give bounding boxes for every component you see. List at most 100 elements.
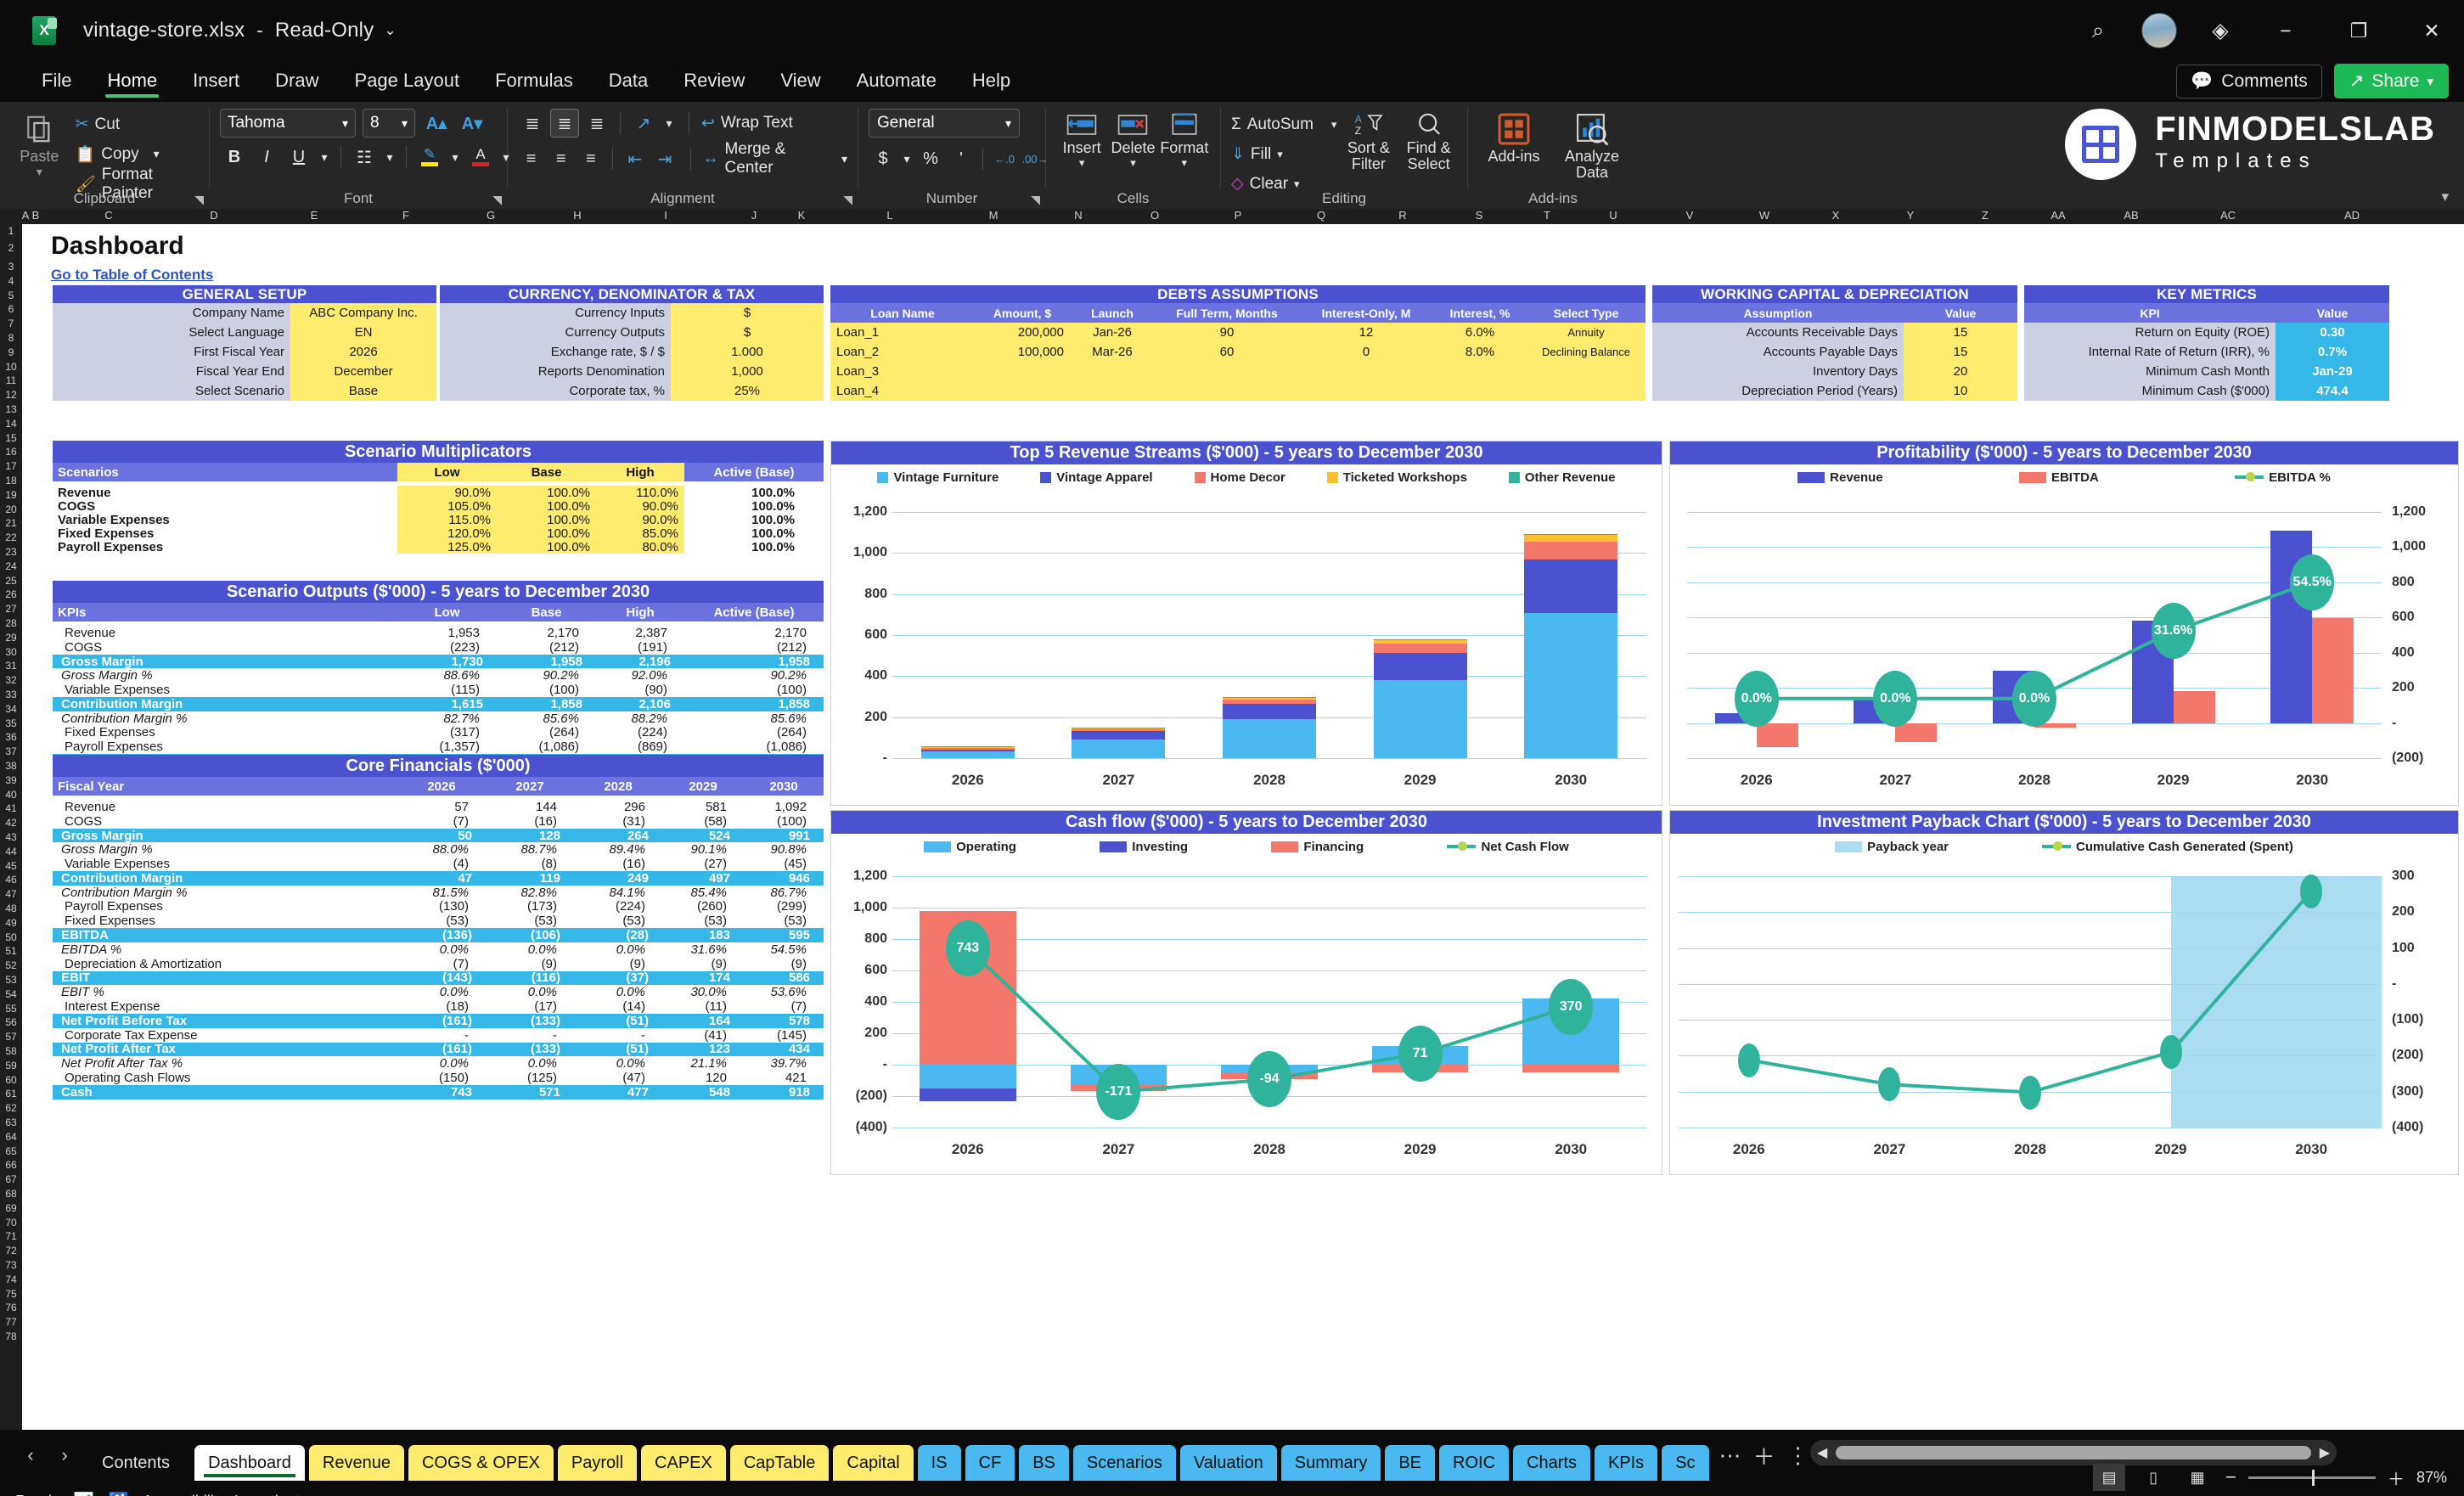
cell-interest-only[interactable]: 12	[1299, 323, 1433, 342]
font-dialog-launcher[interactable]: ◥	[492, 193, 502, 206]
row-header-40[interactable]: 40	[5, 788, 17, 801]
sheet-tab-be[interactable]: BE	[1385, 1445, 1436, 1481]
autosum-button[interactable]: Σ AutoSum ▾	[1231, 110, 1336, 138]
column-header-P[interactable]: P	[1234, 209, 1242, 222]
cell-interest[interactable]: 8.0%	[1433, 342, 1527, 362]
fill-color-button[interactable]: ✎	[415, 143, 444, 172]
cell-select-type[interactable]: Annuity	[1527, 323, 1645, 342]
row-value[interactable]: EN	[290, 323, 436, 342]
cell-launch[interactable]	[1070, 381, 1155, 401]
cell-low[interactable]: 120.0%	[397, 526, 497, 541]
row-header-50[interactable]: 50	[5, 931, 17, 943]
row-header-74[interactable]: 74	[5, 1273, 17, 1285]
font-color-chevron-down-icon[interactable]: ▾	[503, 149, 509, 164]
zoom-in-button[interactable]: ＋	[2387, 1470, 2405, 1489]
cell-interest-only[interactable]	[1299, 381, 1433, 401]
row-header-7[interactable]: 7	[8, 318, 14, 330]
sheet-tab-cf[interactable]: CF	[965, 1445, 1015, 1481]
cell-loan-name[interactable]: Loan_2	[830, 342, 975, 362]
cell-interest-only[interactable]	[1299, 362, 1433, 381]
row-header-42[interactable]: 42	[5, 817, 17, 830]
row-header-24[interactable]: 24	[5, 560, 17, 572]
cell-base[interactable]: 100.0%	[497, 513, 596, 527]
cell-high[interactable]: 90.0%	[596, 499, 684, 514]
scrollbar-thumb[interactable]	[1836, 1446, 2311, 1459]
format-painter-button[interactable]: 🖌 Format Painter	[76, 166, 199, 202]
row-header-13[interactable]: 13	[5, 403, 17, 415]
tab-data[interactable]: Data	[608, 70, 649, 91]
row-header-28[interactable]: 28	[5, 617, 17, 629]
cell-full-term[interactable]: 60	[1155, 342, 1299, 362]
underline-chevron-down-icon[interactable]: ▾	[321, 149, 328, 164]
cell-high[interactable]: 110.0%	[596, 486, 684, 500]
cell-low[interactable]: 115.0%	[397, 513, 497, 527]
align-center-button[interactable]: ≡	[555, 149, 566, 168]
row-header-5[interactable]: 5	[8, 289, 14, 301]
row-header-23[interactable]: 23	[5, 546, 17, 558]
row-header-72[interactable]: 72	[5, 1245, 17, 1257]
decrease-font-size-button[interactable]: A▾	[461, 114, 483, 133]
row-value[interactable]: December	[290, 362, 436, 381]
row-header-35[interactable]: 35	[5, 717, 17, 729]
row-header-75[interactable]: 75	[5, 1287, 17, 1300]
column-header-C[interactable]: C	[104, 209, 113, 222]
row-header-62[interactable]: 62	[5, 1102, 17, 1115]
comma-format-button[interactable]: '	[947, 144, 976, 173]
addins-button[interactable]: Add-ins	[1478, 109, 1550, 165]
row-header-38[interactable]: 38	[5, 760, 17, 772]
accessibility-label[interactable]: Accessibility: Investigate	[143, 1493, 308, 1496]
row-header-12[interactable]: 12	[5, 389, 17, 402]
diamond-icon[interactable]: ◈	[2212, 19, 2229, 42]
align-middle-button[interactable]: ≣	[550, 109, 579, 138]
column-header-J[interactable]: J	[751, 209, 757, 222]
column-header-AB[interactable]: AB	[2124, 209, 2139, 222]
row-header-45[interactable]: 45	[5, 859, 17, 872]
row-header-15[interactable]: 15	[5, 431, 17, 444]
tab-file[interactable]: File	[42, 70, 72, 91]
column-header-W[interactable]: W	[1758, 209, 1770, 222]
row-header-54[interactable]: 54	[5, 987, 17, 1000]
row-value[interactable]: $	[671, 323, 824, 342]
normal-view-button[interactable]: ▤	[2093, 1464, 2126, 1491]
zoom-out-button[interactable]: −	[2225, 1466, 2236, 1488]
font-size-select[interactable]: 8 ▾	[363, 109, 415, 138]
sheet-tab-contents[interactable]: Contents	[102, 1453, 171, 1472]
column-header-AC[interactable]: AC	[2219, 209, 2236, 222]
row-header-37[interactable]: 37	[5, 745, 17, 758]
cell-loan-name[interactable]: Loan_3	[830, 362, 975, 381]
row-value[interactable]: 20	[1904, 362, 2017, 381]
row-header-4[interactable]: 4	[8, 274, 14, 287]
sheet-tab-revenue[interactable]: Revenue	[308, 1445, 404, 1481]
page-break-view-button[interactable]: ▦	[2190, 1468, 2205, 1486]
add-sheet-button[interactable]: ＋	[1752, 1443, 1775, 1470]
paste-button[interactable]: Paste ▾	[10, 109, 69, 179]
tab-view[interactable]: View	[780, 70, 821, 91]
row-header-60[interactable]: 60	[5, 1073, 17, 1086]
cell-base[interactable]: 100.0%	[497, 499, 596, 514]
row-header-78[interactable]: 78	[5, 1330, 17, 1342]
decrease-decimal-button[interactable]: .00→	[1021, 152, 1049, 166]
title-chevron-down-icon[interactable]: ⌄	[384, 22, 397, 38]
number-dialog-launcher[interactable]: ◥	[1031, 193, 1040, 206]
tab-insert[interactable]: Insert	[193, 70, 240, 91]
column-header-N[interactable]: N	[1074, 209, 1083, 222]
row-header-73[interactable]: 73	[5, 1259, 17, 1271]
sheet-tab-payroll[interactable]: Payroll	[557, 1445, 638, 1481]
scroll-left-icon[interactable]: ◀	[1817, 1446, 1828, 1460]
sheet-tab-roic[interactable]: ROIC	[1439, 1445, 1510, 1481]
row-header-46[interactable]: 46	[5, 874, 17, 886]
tab-page-layout[interactable]: Page Layout	[354, 70, 460, 91]
fill-button[interactable]: ⇓ Fill ▾	[1231, 140, 1336, 168]
row-header-43[interactable]: 43	[5, 831, 17, 843]
more-sheets-button[interactable]: ⋯	[1719, 1442, 1741, 1468]
row-header-6[interactable]: 6	[8, 303, 14, 316]
tab-home[interactable]: Home	[89, 66, 175, 102]
row-header-8[interactable]: 8	[8, 332, 14, 344]
column-header-U[interactable]: U	[1609, 209, 1617, 222]
borders-chevron-down-icon[interactable]: ▾	[386, 149, 393, 164]
tab-formulas[interactable]: Formulas	[495, 70, 573, 91]
row-header-26[interactable]: 26	[5, 588, 17, 601]
horizontal-scrollbar[interactable]: ◀ ▶	[1810, 1440, 2337, 1465]
row-header-65[interactable]: 65	[5, 1144, 17, 1157]
